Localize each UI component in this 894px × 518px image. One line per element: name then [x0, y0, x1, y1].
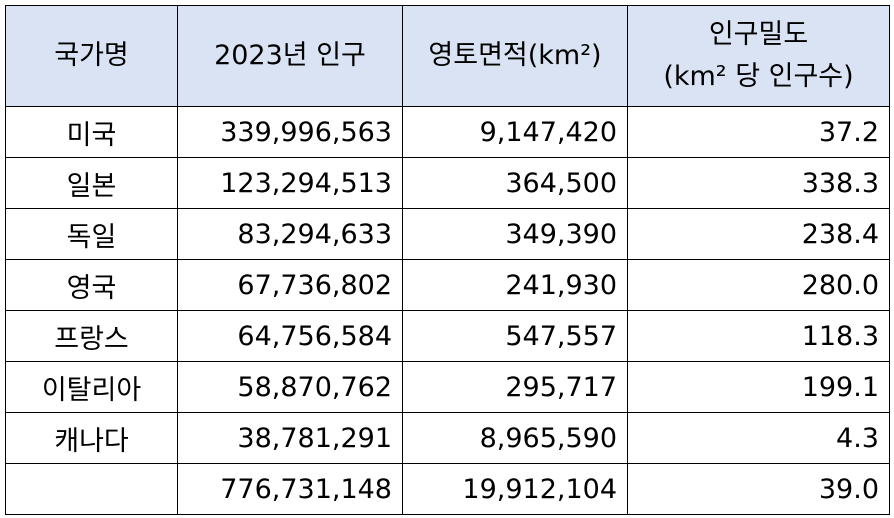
header-text: 국가명	[54, 40, 129, 71]
number-cell: 64,756,584	[177, 310, 403, 362]
number-cell: 9,147,420	[402, 106, 628, 158]
country-cell: 프랑스	[5, 310, 178, 362]
table-row: 이탈리아 58,870,762 295,717 199.1	[5, 361, 890, 413]
header-cell: 영토면적(km²)	[402, 5, 628, 107]
total-cell: 19,912,104	[402, 463, 628, 515]
number-cell: 339,996,563	[177, 106, 403, 158]
number-cell: 38,781,291	[177, 412, 403, 464]
total-row: 776,731,148 19,912,104 39.0	[5, 463, 890, 515]
header-cell: 인구밀도 (km² 당 인구수)	[627, 5, 890, 107]
number-cell: 238.4	[627, 208, 890, 260]
number-cell: 67,736,802	[177, 259, 403, 311]
number-cell: 123,294,513	[177, 157, 403, 209]
number-cell: 83,294,633	[177, 208, 403, 260]
header-cell: 국가명	[5, 5, 178, 107]
number-cell: 199.1	[627, 361, 890, 413]
header-text: 2023년 인구	[214, 40, 366, 71]
number-cell: 4.3	[627, 412, 890, 464]
number-cell: 118.3	[627, 310, 890, 362]
header-row: 국가명 2023년 인구 영토면적(km²) 인구밀도 (km² 당 인구수)	[5, 5, 890, 107]
table-body: 미국 339,996,563 9,147,420 37.2 일본 123,294,513 3…	[5, 106, 890, 515]
number-cell: 547,557	[402, 310, 628, 362]
header-cell: 2023년 인구	[177, 5, 403, 107]
header-text: 영토면적(km²)	[428, 40, 602, 71]
number-cell: 280.0	[627, 259, 890, 311]
country-cell: 이탈리아	[5, 361, 178, 413]
table-row: 영국 67,736,802 241,930 280.0	[5, 259, 890, 311]
table-row: 캐나다 38,781,291 8,965,590 4.3	[5, 412, 890, 464]
number-cell: 364,500	[402, 157, 628, 209]
table-row: 미국 339,996,563 9,147,420 37.2	[5, 106, 890, 158]
table-row: 일본 123,294,513 364,500 338.3	[5, 157, 890, 209]
table-row: 독일 83,294,633 349,390 238.4	[5, 208, 890, 260]
header-text: (km² 당 인구수)	[663, 61, 854, 92]
number-cell: 295,717	[402, 361, 628, 413]
data-table: 국가명 2023년 인구 영토면적(km²) 인구밀도 (km² 당 인구수) 미국 33…	[5, 5, 890, 515]
total-cell: 39.0	[627, 463, 890, 515]
header-text: 인구밀도	[708, 19, 809, 50]
country-cell: 일본	[5, 157, 178, 209]
country-cell: 독일	[5, 208, 178, 260]
number-cell: 241,930	[402, 259, 628, 311]
empty-cell	[5, 463, 178, 515]
number-cell: 8,965,590	[402, 412, 628, 464]
total-cell: 776,731,148	[177, 463, 403, 515]
number-cell: 349,390	[402, 208, 628, 260]
country-cell: 미국	[5, 106, 178, 158]
number-cell: 338.3	[627, 157, 890, 209]
country-cell: 영국	[5, 259, 178, 311]
country-cell: 캐나다	[5, 412, 178, 464]
number-cell: 58,870,762	[177, 361, 403, 413]
table-row: 프랑스 64,756,584 547,557 118.3	[5, 310, 890, 362]
number-cell: 37.2	[627, 106, 890, 158]
